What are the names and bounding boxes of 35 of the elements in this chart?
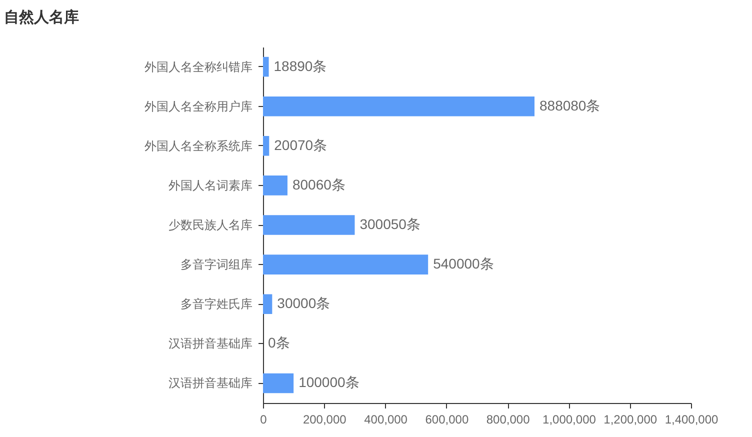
data-label: 540000条 [433,256,494,272]
data-label: 100000条 [298,374,360,390]
y-tick-label: 汉语拼音基础库 [168,376,252,390]
data-label: 30000条 [277,295,330,312]
data-label: 300050条 [360,216,420,232]
data-label: 20070条 [274,136,328,153]
y-tick-label: 多音字姓氏库 [180,297,252,312]
bar [263,373,294,394]
y-tick-label: 外国人名全称系统库 [144,138,252,153]
bar [263,254,428,274]
x-tick-label: 1,200,000 [604,412,658,426]
x-tick-label: 400,000 [364,412,408,426]
bar [263,176,288,196]
data-label: 80060条 [292,176,346,192]
bar [263,136,270,156]
y-tick-label: 外国人名词素库 [168,178,252,192]
bar [263,56,269,77]
x-tick-label: 800,000 [486,412,530,426]
y-tick-label: 少数民族人名库 [168,218,252,232]
x-tick-label: 600,000 [425,412,469,426]
data-label: 888080条 [540,97,600,114]
bar [263,215,355,235]
bar [263,96,534,116]
data-label: 18890条 [274,58,327,74]
y-tick-label: 外国人名全称纠错库 [144,60,252,74]
y-tick-label: 多音字词组库 [180,258,252,272]
data-label: 0条 [268,334,290,351]
x-tick-label: 0 [260,412,268,426]
x-tick-label: 200,000 [302,412,347,426]
y-tick-label: 汉语拼音基础库 [168,336,252,351]
y-tick-label: 外国人名全称用户库 [144,99,252,114]
text: 自然人名库 [4,8,79,26]
x-tick-label: 1,400,000 [664,412,719,426]
x-tick-label: 1,000,000 [542,412,596,426]
bar [263,294,272,314]
